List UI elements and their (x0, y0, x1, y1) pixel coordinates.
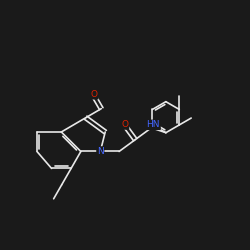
Text: O: O (91, 90, 98, 99)
Text: O: O (122, 120, 128, 129)
Text: HN: HN (146, 120, 160, 129)
Text: N: N (97, 147, 104, 156)
